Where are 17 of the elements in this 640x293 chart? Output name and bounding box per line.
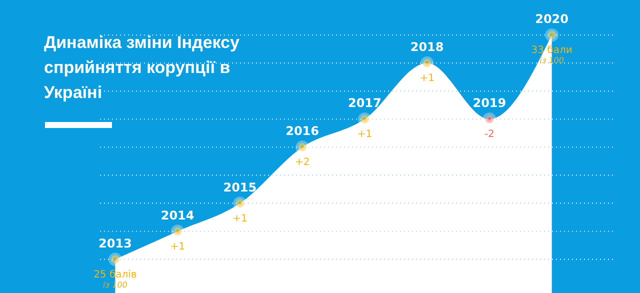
- x-tick-label: 2015: [223, 180, 257, 194]
- x-tick-label: 2014: [160, 208, 194, 222]
- x-tick-label: 2020: [535, 12, 569, 26]
- annotation: +1: [420, 73, 434, 84]
- point: [108, 252, 122, 266]
- annotation: +1: [170, 241, 185, 252]
- x-tick-label: 2016: [286, 124, 320, 138]
- annotation: +1: [232, 213, 248, 224]
- x-tick-label: 2013: [98, 236, 132, 250]
- x-tick-label: 2018: [410, 40, 444, 54]
- annotation: -2: [484, 129, 494, 140]
- x-tick-label: 2019: [472, 96, 506, 110]
- text: Динаміка зміни Індексу сприйняття корупції в Україні: [44, 32, 240, 104]
- x-tick-label: 2017: [348, 96, 382, 110]
- point: [545, 28, 558, 42]
- annotation: +2: [294, 157, 310, 168]
- annotation: +1: [357, 129, 372, 140]
